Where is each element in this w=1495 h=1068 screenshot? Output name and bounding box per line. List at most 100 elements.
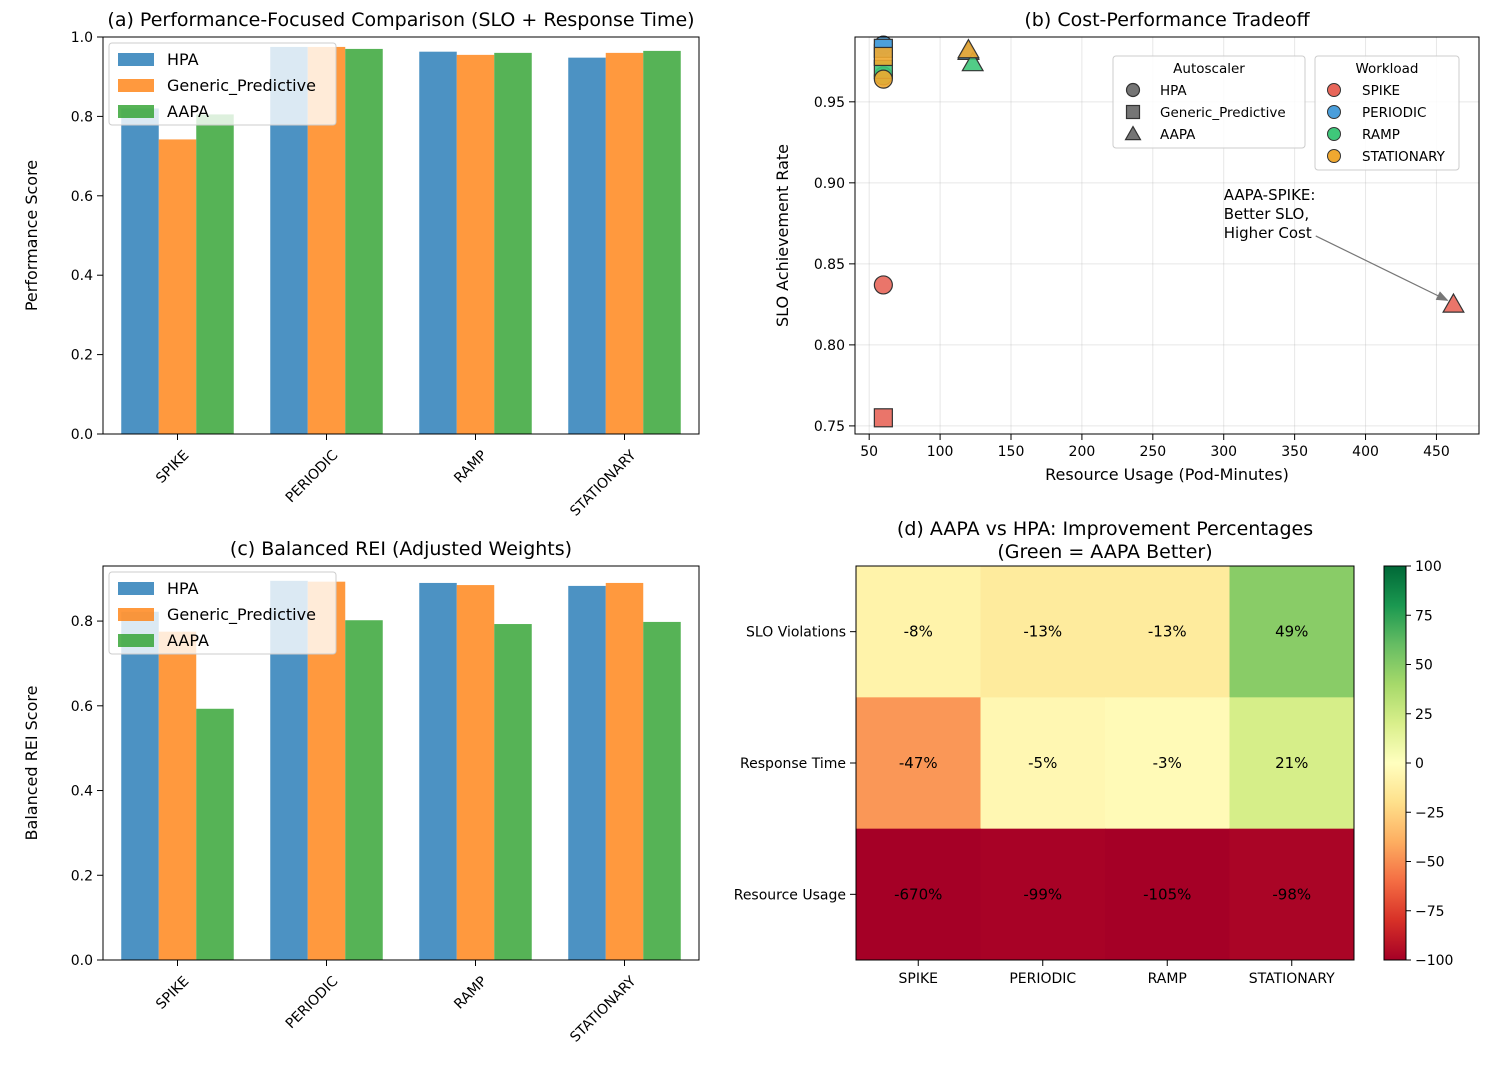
- y-tick-label: 0.0: [71, 953, 93, 969]
- point-hpa-spike: [873, 275, 893, 295]
- bar-aapa-stationary: [643, 50, 681, 435]
- column-label-ramp: RAMP: [1148, 971, 1187, 987]
- y-tick-label: 0.4: [71, 784, 93, 800]
- x-tick-label-spike: SPIKE: [153, 974, 192, 1013]
- heat-cell-slo-violations-stationary: [1229, 566, 1355, 698]
- row-label-resource-usage: Resource Usage: [734, 887, 846, 903]
- bar-hpa-spike: [121, 108, 159, 435]
- bar-hpa-ramp: [419, 51, 457, 435]
- point-aapa-spike: [1442, 292, 1465, 313]
- bar-generic-predictive-ramp: [456, 54, 495, 435]
- colorbar-tick-label: 75: [1415, 608, 1433, 624]
- heat-cell-label-response-time-periodic: -5%: [1028, 754, 1057, 772]
- y-axis-label: Balanced REI Score: [22, 686, 41, 841]
- colorbar: [1383, 565, 1407, 961]
- plot-frame: [854, 36, 1480, 435]
- heat-cell-label-resource-usage-spike: -670%: [894, 885, 942, 903]
- annotation-text: AAPA-SPIKE:: [1224, 186, 1316, 204]
- workload-legend-title: Workload: [1355, 61, 1418, 77]
- row-label-slo-violations: SLO Violations: [746, 625, 846, 641]
- y-tick-label: 0.2: [71, 348, 93, 364]
- heat-cell-label-slo-violations-stationary: 49%: [1275, 623, 1308, 641]
- column-label-stationary: STATIONARY: [1249, 971, 1335, 987]
- legend-marker-hpa: [1125, 82, 1141, 98]
- legend-marker-stationary: [1327, 149, 1341, 163]
- bar-aapa-periodic: [345, 48, 383, 434]
- legend-box: [108, 571, 337, 655]
- annotation-text: Better SLO,: [1224, 205, 1309, 223]
- point-aapa-stationary: [957, 38, 980, 59]
- legend-marker-periodic: [1327, 105, 1341, 119]
- heat-cell-label-resource-usage-ramp: -105%: [1143, 885, 1191, 903]
- x-tick-label: 100: [927, 444, 954, 460]
- legend-label-aapa: AAPA: [167, 102, 209, 121]
- bar-aapa-spike: [196, 114, 234, 434]
- bar-aapa-stationary: [643, 621, 681, 960]
- x-tick-label: 350: [1281, 444, 1308, 460]
- legend-marker-ramp: [1327, 127, 1341, 141]
- heat-cell-label-response-time-stationary: 21%: [1275, 754, 1308, 772]
- legend-label-spike: SPIKE: [1362, 83, 1400, 99]
- y-tick-label: 0.85: [814, 257, 845, 273]
- bar-generic-predictive-stationary: [605, 52, 644, 434]
- bar-generic-predictive-ramp: [456, 585, 495, 960]
- bar-generic-predictive-spike: [158, 631, 197, 960]
- bar-aapa-spike: [196, 708, 234, 960]
- x-tick-label-periodic: PERIODIC: [283, 973, 342, 1032]
- bar-generic-predictive-stationary: [605, 582, 644, 960]
- heat-cell-resource-usage-ramp: [1105, 828, 1230, 961]
- heatmap-frame: [855, 565, 1355, 961]
- x-tick-label-stationary: STATIONARY: [567, 447, 639, 519]
- heat-cell-slo-violations-periodic: [980, 566, 1106, 698]
- y-tick-label: 0.0: [71, 427, 93, 443]
- annotation-text: Higher Cost: [1224, 224, 1312, 242]
- x-tick-label: 250: [1139, 444, 1166, 460]
- point-hpa-stationary: [873, 69, 893, 89]
- x-tick-label: 400: [1352, 444, 1379, 460]
- panel-d-improvement-heatmap: (d) AAPA vs HPA: Improvement Percentages…: [734, 518, 1454, 987]
- x-tick-label: 50: [860, 444, 878, 460]
- legend-swatch-hpa: [118, 53, 154, 66]
- x-tick-label-ramp: RAMP: [451, 974, 490, 1013]
- legend-swatch-generic-predictive: [118, 79, 154, 92]
- y-tick-label: 0.8: [71, 614, 93, 630]
- x-axis-label: Resource Usage (Pod-Minutes): [1045, 465, 1289, 484]
- bar-hpa-ramp: [419, 582, 457, 960]
- x-tick-label: 300: [1210, 444, 1237, 460]
- legend-label-hpa: HPA: [1160, 83, 1187, 99]
- annotation-arrow: [1315, 235, 1449, 301]
- colorbar-tick-label: −100: [1415, 953, 1453, 969]
- legend-marker-spike: [1327, 83, 1341, 97]
- heat-cell-label-resource-usage-stationary: -98%: [1272, 885, 1311, 903]
- legend-label-aapa: AAPA: [1160, 127, 1196, 143]
- colorbar-tick-label: 25: [1415, 707, 1433, 723]
- legend-swatch-generic-predictive: [118, 608, 154, 621]
- autoscaler-legend-box: [1112, 55, 1306, 149]
- legend-label-stationary: STATIONARY: [1362, 149, 1446, 165]
- plot-frame: [102, 36, 700, 435]
- heat-cell-response-time-ramp: [1105, 697, 1230, 830]
- y-tick-label: 0.8: [71, 109, 93, 125]
- bar-hpa-stationary: [568, 585, 606, 960]
- legend-marker-generic-predictive: [1125, 104, 1141, 120]
- legend-label-generic-predictive: Generic_Predictive: [167, 76, 316, 96]
- heat-cell-response-time-periodic: [980, 697, 1106, 830]
- colorbar-tick-label: 50: [1415, 658, 1433, 674]
- chart-subtitle: (Green = AAPA Better): [997, 541, 1212, 563]
- heat-cell-label-response-time-spike: -47%: [899, 754, 938, 772]
- row-label-response-time: Response Time: [740, 756, 846, 772]
- heat-cell-label-response-time-ramp: -3%: [1153, 754, 1182, 772]
- legend-label-aapa: AAPA: [167, 631, 209, 650]
- colorbar-tick-label: −25: [1415, 805, 1445, 821]
- legend-label-hpa: HPA: [167, 50, 199, 69]
- chart-title: (a) Performance-Focused Comparison (SLO …: [107, 9, 694, 31]
- heat-cell-slo-violations-ramp: [1105, 566, 1230, 698]
- bar-aapa-ramp: [494, 52, 532, 434]
- panel-c-balanced-rei-chart: (c) Balanced REI (Adjusted Weights) Balan…: [22, 538, 700, 1046]
- point-generic-predictive-spike: [873, 408, 893, 428]
- x-tick-label: 150: [998, 444, 1025, 460]
- y-axis-label: SLO Achievement Rate: [773, 144, 792, 327]
- column-label-periodic: PERIODIC: [1009, 971, 1076, 987]
- point-generic-predictive-stationary: [873, 46, 893, 67]
- column-label-spike: SPIKE: [899, 971, 938, 987]
